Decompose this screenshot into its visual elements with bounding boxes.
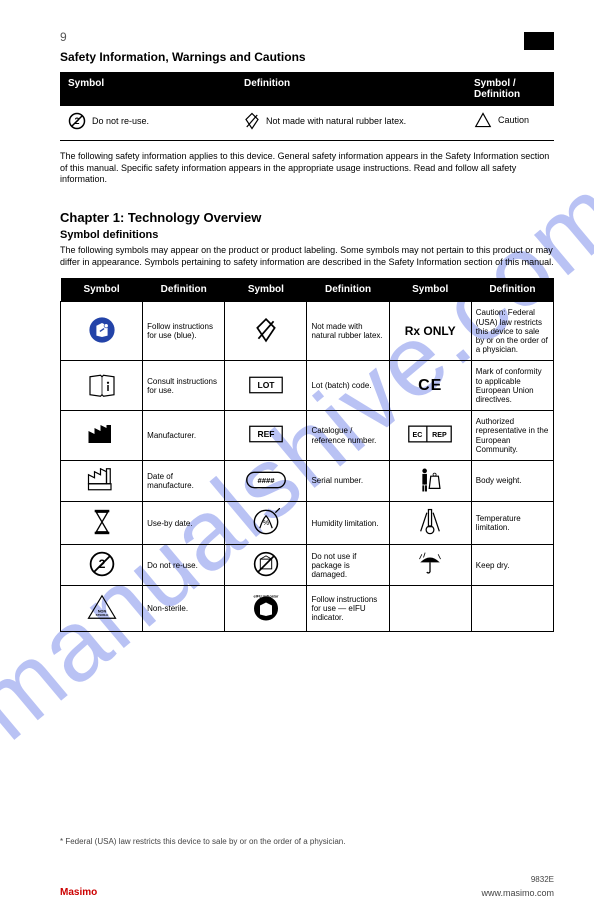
cell-def: Date of manufacture. xyxy=(143,460,225,501)
table-row: Use-by date. % Humidity limitation. Temp… xyxy=(61,502,554,545)
cell-def: Lot (batch) code. xyxy=(307,361,389,411)
th-symbol-1: Symbol xyxy=(61,278,143,302)
humidity-icon: % xyxy=(252,508,280,536)
symbols-table: Symbol Definition Symbol Definition Symb… xyxy=(60,278,554,631)
non-sterile-icon: NONSTERILE xyxy=(87,594,117,620)
section-title: Safety Information, Warnings and Caution… xyxy=(60,50,554,64)
key-header-symbol: Symbol xyxy=(68,78,244,100)
factory-date-icon xyxy=(87,468,117,492)
svg-text:REF: REF xyxy=(257,429,274,439)
table-row: Consult instructions for use. LOT Lot (b… xyxy=(61,361,554,411)
table-row: Manufacturer. REF Catalogue / reference … xyxy=(61,411,554,461)
factory-icon xyxy=(87,423,117,445)
key-header: Symbol Definition Symbol / Definition xyxy=(60,72,554,106)
key-row: 2 Do not re-use. Not made with natural r… xyxy=(60,106,554,141)
key-label-1: Do not re-use. xyxy=(92,116,149,126)
hourglass-icon xyxy=(93,509,111,535)
section-body: The following safety information applies… xyxy=(60,151,554,186)
svg-text:%: % xyxy=(263,520,269,527)
th-def-1: Definition xyxy=(143,278,225,302)
cell-def: Authorized representative in the Europea… xyxy=(471,411,553,461)
no-latex-icon xyxy=(244,112,260,130)
table-row: Follow instructions for use (blue). Not … xyxy=(61,302,554,361)
ce-icon: CE xyxy=(418,377,442,394)
caution-icon xyxy=(474,112,492,128)
footer-link: www.masimo.com xyxy=(481,888,554,898)
cell-def: Manufacturer. xyxy=(143,411,225,461)
lot-icon: LOT xyxy=(249,376,283,394)
serial-icon: #### xyxy=(246,471,286,489)
footer-doc: 9832E xyxy=(531,875,554,884)
svg-text:EC: EC xyxy=(413,433,423,440)
no-latex-icon xyxy=(255,317,277,343)
cell-def: Do not use if package is damaged. xyxy=(307,545,389,586)
body-weight-icon xyxy=(417,467,443,493)
cell-def: Consult instructions for use. xyxy=(143,361,225,411)
cell-def: Follow instructions for use (blue). xyxy=(143,302,225,361)
cell-def: Serial number. xyxy=(307,460,389,501)
ifu-blue-icon xyxy=(88,316,116,344)
page-number: 9 xyxy=(60,30,554,44)
eifu-icon: eIFU indicator xyxy=(251,592,281,622)
ref-icon: REF xyxy=(249,425,283,443)
th-symbol-2: Symbol xyxy=(225,278,307,302)
chapter-title: Chapter 1: Technology Overview xyxy=(60,210,554,225)
cell-def: Mark of conformity to applicable Europea… xyxy=(471,361,553,411)
cell-def: Catalogue / reference number. xyxy=(307,411,389,461)
svg-text:eIFU indicator: eIFU indicator xyxy=(253,595,279,599)
temp-limit-icon xyxy=(417,508,443,536)
keep-dry-icon xyxy=(417,551,443,577)
svg-text:STERILE: STERILE xyxy=(95,613,108,617)
cell-def: Do not re-use. xyxy=(143,545,225,586)
chapter-sub: Symbol definitions xyxy=(60,229,554,241)
rx-only-icon: Rx ONLY xyxy=(405,324,456,338)
cell-def: Temperature limitation. xyxy=(471,502,553,545)
booklet-i-icon xyxy=(87,372,117,398)
cell-def: Follow instructions for use — eIFU indic… xyxy=(307,586,389,631)
no-damaged-pkg-icon xyxy=(253,551,279,577)
chapter-note: The following symbols may appear on the … xyxy=(60,245,554,268)
cell-def xyxy=(471,586,553,631)
table-row: NONSTERILE Non-sterile. eIFU indicator F… xyxy=(61,586,554,631)
footer-note: * Federal (USA) law restricts this devic… xyxy=(60,837,554,847)
svg-text:LOT: LOT xyxy=(257,380,275,390)
table-row: Date of manufacture. #### Serial number.… xyxy=(61,460,554,501)
svg-text:REP: REP xyxy=(432,433,447,440)
cell-def: Not made with natural rubber latex. xyxy=(307,302,389,361)
key-header-def: Definition xyxy=(244,78,474,100)
cell-def: Keep dry. xyxy=(471,545,553,586)
cell-def: Caution: Federal (USA) law restricts thi… xyxy=(471,302,553,361)
footer-brand: Masimo xyxy=(60,887,97,898)
key-label-3: Caution xyxy=(498,115,529,125)
cell-def: Non-sterile. xyxy=(143,586,225,631)
cell-def: Use-by date. xyxy=(143,502,225,545)
no-reuse-icon: 2 xyxy=(89,551,115,577)
ec-rep-icon: EC REP xyxy=(408,425,452,443)
key-label-2: Not made with natural rubber latex. xyxy=(266,116,406,126)
cell-def: Body weight. xyxy=(471,460,553,501)
th-def-3: Definition xyxy=(471,278,553,302)
key-header-symdef: Symbol / Definition xyxy=(474,78,546,100)
cell-def: Humidity limitation. xyxy=(307,502,389,545)
table-row: 2 Do not re-use. Do not use if package i… xyxy=(61,545,554,586)
th-symbol-3: Symbol xyxy=(389,278,471,302)
th-def-2: Definition xyxy=(307,278,389,302)
svg-text:####: #### xyxy=(257,476,275,485)
no-reuse-icon: 2 xyxy=(68,112,86,130)
